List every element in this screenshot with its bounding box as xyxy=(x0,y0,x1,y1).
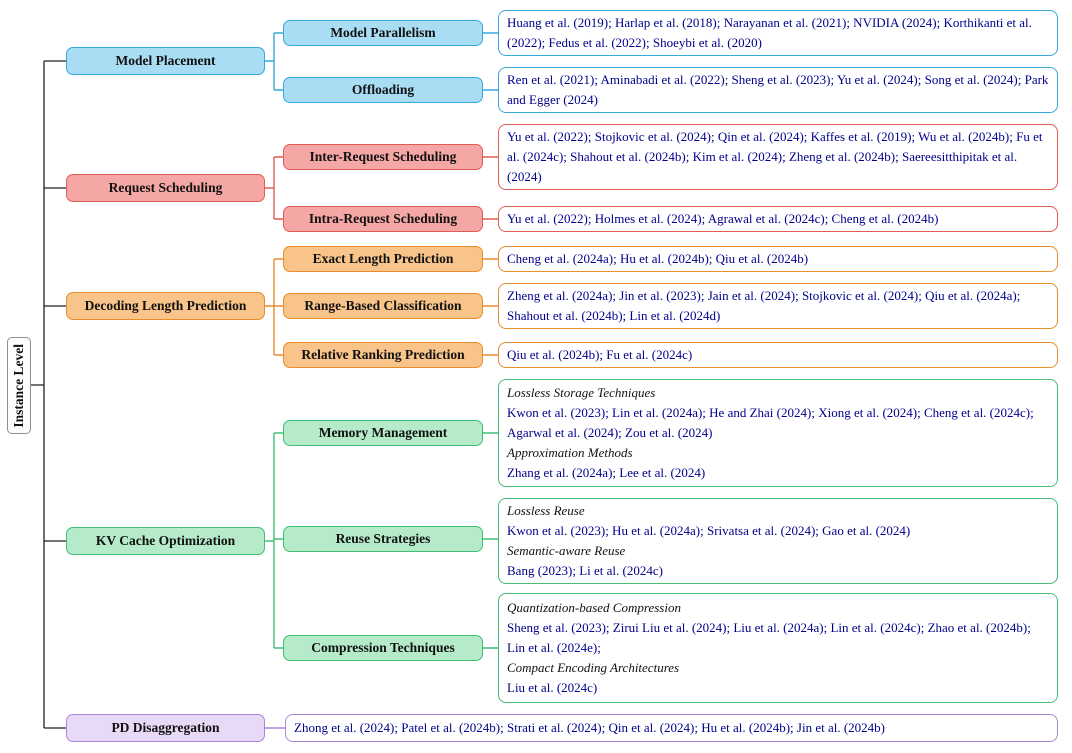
citation-links[interactable]: Ren et al. (2021); Aminabadi et al. (202… xyxy=(507,72,1049,107)
leaf-label: Offloading xyxy=(351,81,415,97)
branch-node-request-scheduling: Request Scheduling xyxy=(66,174,265,202)
branch-node-model-placement: Model Placement xyxy=(66,47,265,75)
subcategory-label: Semantic-aware Reuse xyxy=(507,543,626,558)
citations-offloading: Ren et al. (2021); Aminabadi et al. (202… xyxy=(498,67,1058,113)
leaf-label: Reuse Strategies xyxy=(335,530,431,546)
citations-exact-length-prediction: Cheng et al. (2024a); Hu et al. (2024b);… xyxy=(498,246,1058,272)
branch-label: Model Placement xyxy=(115,52,216,68)
citation-links[interactable]: Sheng et al. (2023); Zirui Liu et al. (2… xyxy=(507,620,1031,655)
citations-inter-request-scheduling: Yu et al. (2022); Stojkovic et al. (2024… xyxy=(498,124,1058,190)
citation-links[interactable]: Qiu et al. (2024b); Fu et al. (2024c) xyxy=(507,347,693,362)
leaf-label: Inter-Request Scheduling xyxy=(309,148,457,164)
leaf-label: Range-Based Classification xyxy=(304,297,462,313)
citations-memory-management: Lossless Storage Techniques Kwon et al. … xyxy=(498,379,1058,487)
branch-label: Request Scheduling xyxy=(108,179,223,195)
citations-reuse-strategies: Lossless Reuse Kwon et al. (2023); Hu et… xyxy=(498,498,1058,584)
citation-links[interactable]: Bang (2023); Li et al. (2024c) xyxy=(507,563,663,578)
leaf-node-intra-request-scheduling: Intra-Request Scheduling xyxy=(283,206,483,232)
leaf-label: Model Parallelism xyxy=(330,24,436,40)
citations-relative-ranking-prediction: Qiu et al. (2024b); Fu et al. (2024c) xyxy=(498,342,1058,368)
leaf-node-offloading: Offloading xyxy=(283,77,483,103)
branch-label: KV Cache Optimization xyxy=(95,532,236,548)
branch-node-kv-cache-optimization: KV Cache Optimization xyxy=(66,527,265,555)
leaf-label: Compression Techniques xyxy=(311,639,455,655)
citation-links[interactable]: Zheng et al. (2024a); Jin et al. (2023);… xyxy=(507,288,1021,323)
leaf-label: Intra-Request Scheduling xyxy=(308,210,458,226)
subcategory-label: Compact Encoding Architectures xyxy=(507,660,680,675)
leaf-node-compression-techniques: Compression Techniques xyxy=(283,635,483,661)
citation-links[interactable]: Zhang et al. (2024a); Lee et al. (2024) xyxy=(507,465,706,480)
citations-pd-disaggregation: Zhong et al. (2024); Patel et al. (2024b… xyxy=(285,714,1058,742)
leaf-node-inter-request-scheduling: Inter-Request Scheduling xyxy=(283,144,483,170)
citation-links[interactable]: Yu et al. (2022); Holmes et al. (2024); … xyxy=(507,211,939,226)
leaf-node-exact-length-prediction: Exact Length Prediction xyxy=(283,246,483,272)
leaf-node-reuse-strategies: Reuse Strategies xyxy=(283,526,483,552)
leaf-node-range-based-classification: Range-Based Classification xyxy=(283,293,483,319)
subcategory-label: Quantization-based Compression xyxy=(507,600,681,615)
root-node-instance-level: Instance Level xyxy=(7,337,31,434)
leaf-node-relative-ranking-prediction: Relative Ranking Prediction xyxy=(283,342,483,368)
citations-model-parallelism: Huang et al. (2019); Harlap et al. (2018… xyxy=(498,10,1058,56)
citation-links[interactable]: Cheng et al. (2024a); Hu et al. (2024b);… xyxy=(507,251,809,266)
citation-links[interactable]: Kwon et al. (2023); Lin et al. (2024a); … xyxy=(507,405,1034,440)
branch-node-decoding-length-prediction: Decoding Length Prediction xyxy=(66,292,265,320)
leaf-node-model-parallelism: Model Parallelism xyxy=(283,20,483,46)
branch-label: Decoding Length Prediction xyxy=(84,297,247,313)
citations-range-based-classification: Zheng et al. (2024a); Jin et al. (2023);… xyxy=(498,283,1058,329)
root-label: Instance Level xyxy=(10,343,26,428)
leaf-node-memory-management: Memory Management xyxy=(283,420,483,446)
citations-intra-request-scheduling: Yu et al. (2022); Holmes et al. (2024); … xyxy=(498,206,1058,232)
subcategory-label: Lossless Reuse xyxy=(507,503,585,518)
citations-compression-techniques: Quantization-based Compression Sheng et … xyxy=(498,593,1058,703)
citation-links[interactable]: Zhong et al. (2024); Patel et al. (2024b… xyxy=(294,720,885,735)
branch-node-pd-disaggregation: PD Disaggregation xyxy=(66,714,265,742)
subcategory-label: Approximation Methods xyxy=(507,445,633,460)
citation-links[interactable]: Kwon et al. (2023); Hu et al. (2024a); S… xyxy=(507,523,911,538)
citation-links[interactable]: Liu et al. (2024c) xyxy=(507,680,598,695)
leaf-label: Relative Ranking Prediction xyxy=(301,346,465,362)
citation-links[interactable]: Huang et al. (2019); Harlap et al. (2018… xyxy=(507,15,1032,50)
subcategory-label: Lossless Storage Techniques xyxy=(507,385,656,400)
leaf-label: Exact Length Prediction xyxy=(312,250,454,266)
leaf-label: Memory Management xyxy=(318,424,448,440)
branch-label: PD Disaggregation xyxy=(111,719,220,735)
citation-links[interactable]: Yu et al. (2022); Stojkovic et al. (2024… xyxy=(507,129,1043,184)
